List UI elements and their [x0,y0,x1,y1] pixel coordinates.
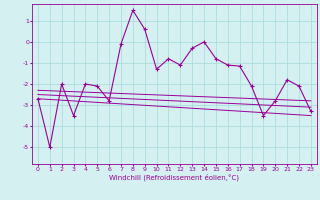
X-axis label: Windchill (Refroidissement éolien,°C): Windchill (Refroidissement éolien,°C) [109,173,239,181]
